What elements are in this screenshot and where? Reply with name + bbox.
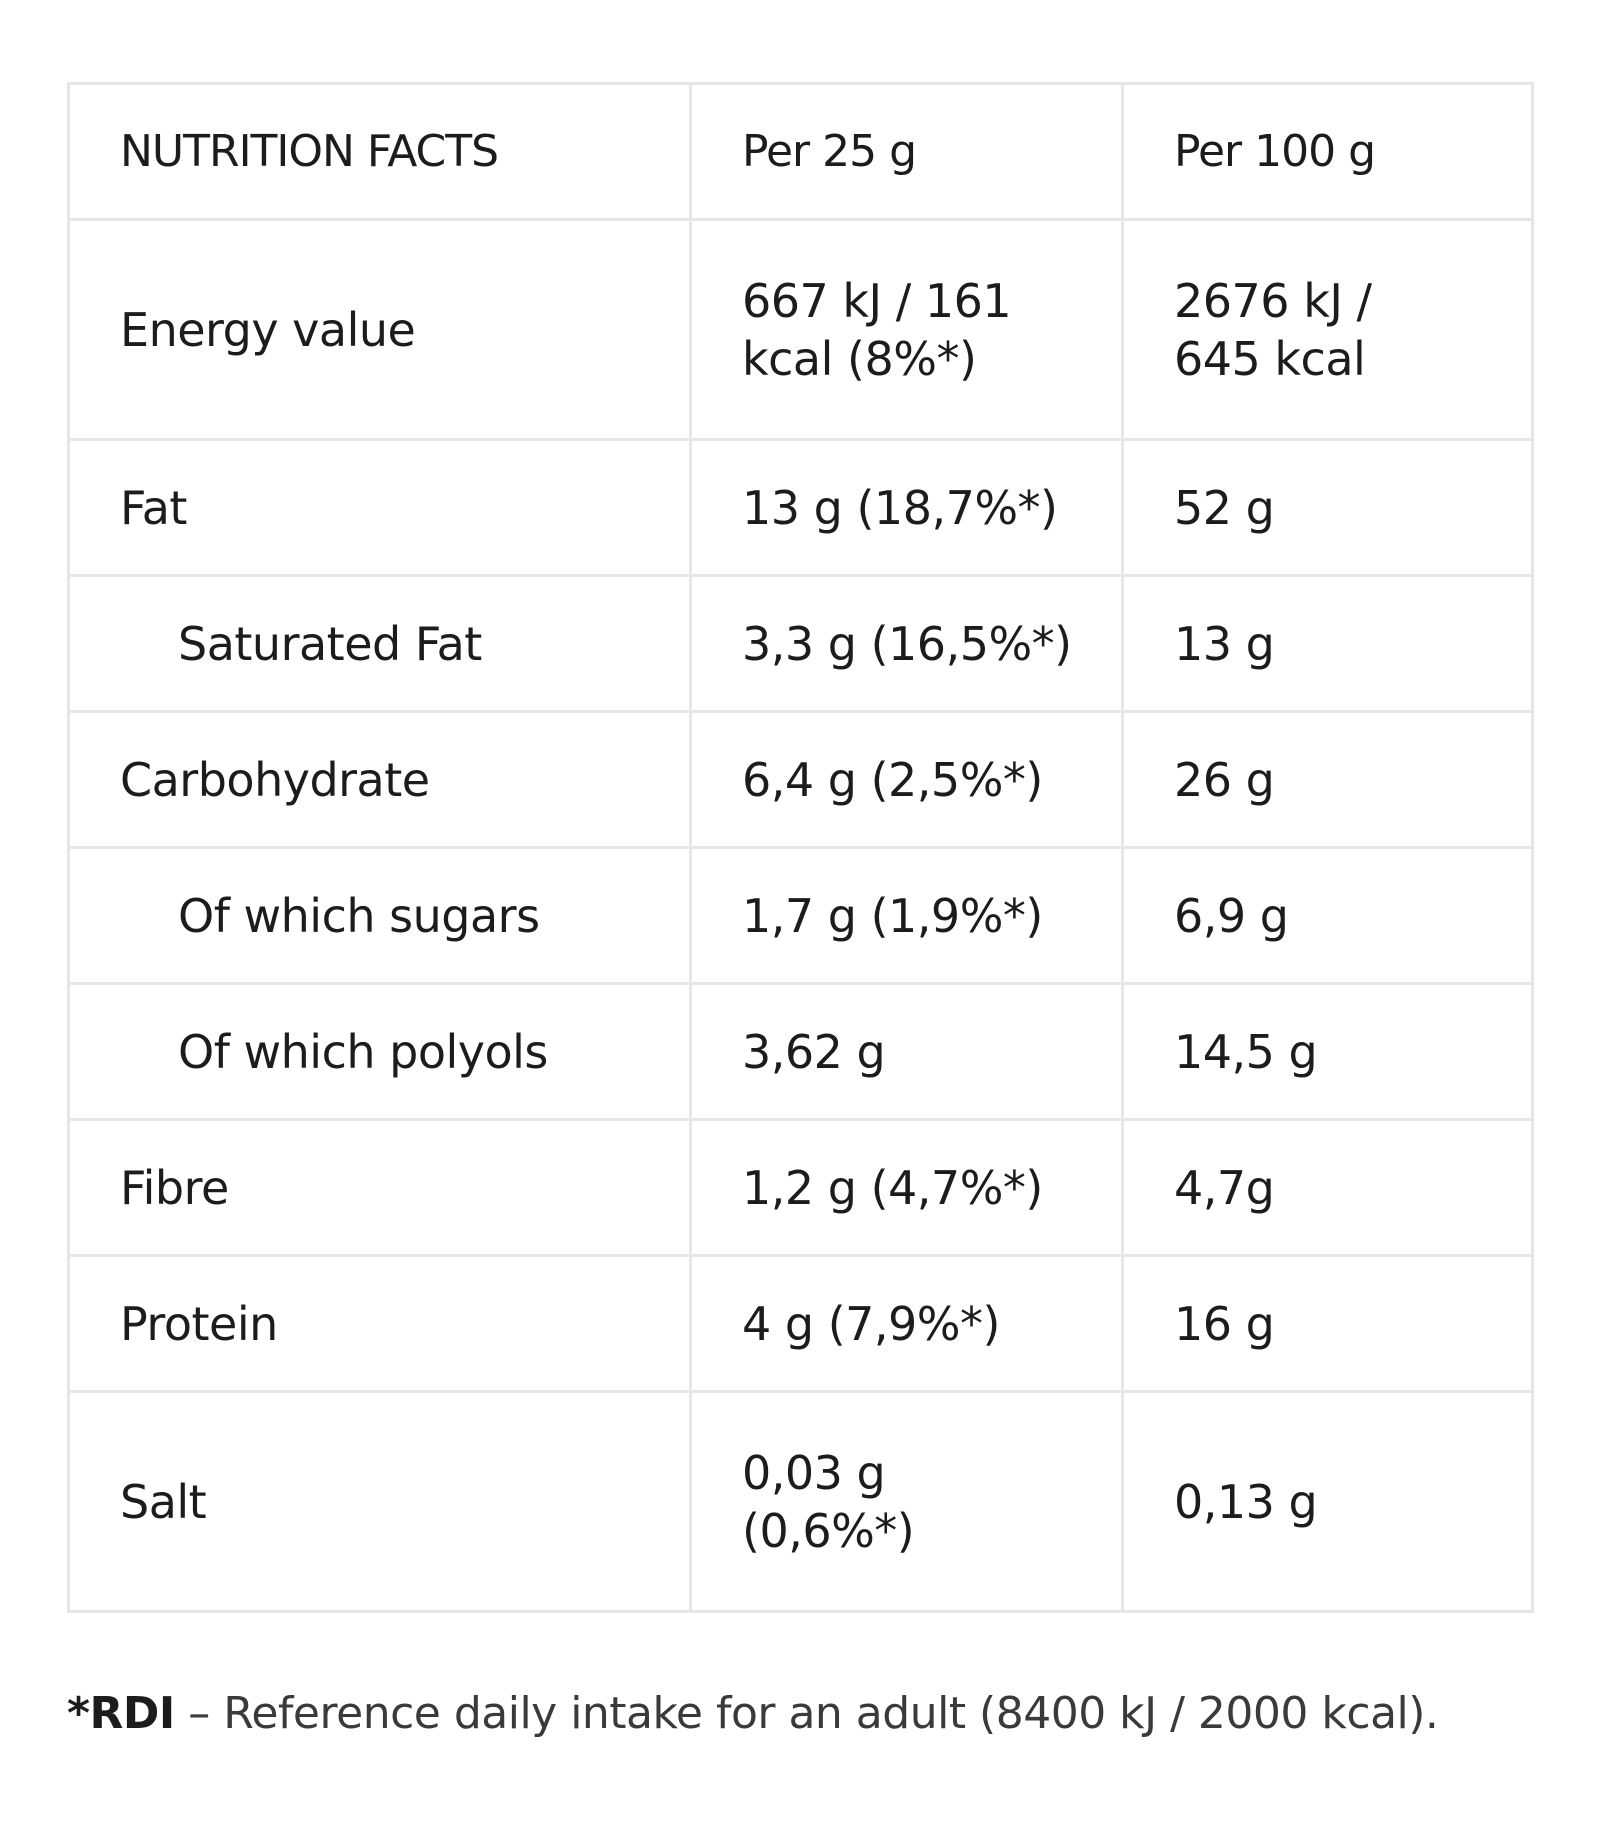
- row-per-25g: 667 kJ / 161 kcal (8%*): [689, 218, 1124, 441]
- nutrition-facts-table: NUTRITION FACTS Per 25 g Per 100 g Energ…: [67, 82, 1534, 1613]
- table-row: Salt 0,03 g (0,6%*) 0,13 g: [67, 1390, 1534, 1613]
- row-label: Fibre: [67, 1118, 692, 1257]
- row-label: Carbohydrate: [67, 710, 692, 849]
- row-per-100g: 2676 kJ / 645 kcal: [1121, 218, 1534, 441]
- rdi-footnote: *RDI – Reference daily intake for an adu…: [67, 1686, 1439, 1742]
- row-per-100g: 26 g: [1121, 710, 1534, 849]
- row-per-100g: 13 g: [1121, 574, 1534, 713]
- table-row: Carbohydrate 6,4 g (2,5%*) 26 g: [67, 710, 1534, 849]
- rdi-marker: *RDI: [67, 1688, 175, 1739]
- header-nutrition-facts: NUTRITION FACTS: [67, 82, 692, 221]
- row-per-100g: 4,7g: [1121, 1118, 1534, 1257]
- row-label: Salt: [67, 1390, 692, 1613]
- row-per-25g: 1,2 g (4,7%*): [689, 1118, 1124, 1257]
- row-per-100g: 0,13 g: [1121, 1390, 1534, 1613]
- row-per-25g: 13 g (18,7%*): [689, 438, 1124, 577]
- row-per-100g: 16 g: [1121, 1254, 1534, 1393]
- row-per-100g: 6,9 g: [1121, 846, 1534, 985]
- row-per-25g: 1,7 g (1,9%*): [689, 846, 1124, 985]
- table-row: Of which sugars 1,7 g (1,9%*) 6,9 g: [67, 846, 1534, 985]
- row-label: Energy value: [67, 218, 692, 441]
- table-header-row: NUTRITION FACTS Per 25 g Per 100 g: [67, 82, 1534, 221]
- table-row: Saturated Fat 3,3 g (16,5%*) 13 g: [67, 574, 1534, 713]
- row-label: Of which polyols: [67, 982, 692, 1121]
- row-per-100g: 52 g: [1121, 438, 1534, 577]
- row-per-25g: 6,4 g (2,5%*): [689, 710, 1124, 849]
- table-row: Energy value 667 kJ / 161 kcal (8%*) 267…: [67, 218, 1534, 441]
- row-label: Saturated Fat: [67, 574, 692, 713]
- row-per-25g: 3,62 g: [689, 982, 1124, 1121]
- header-per-25g: Per 25 g: [689, 82, 1124, 221]
- row-per-25g: 0,03 g (0,6%*): [689, 1390, 1124, 1613]
- table-row: Fat 13 g (18,7%*) 52 g: [67, 438, 1534, 577]
- row-per-25g: 4 g (7,9%*): [689, 1254, 1124, 1393]
- row-label: Protein: [67, 1254, 692, 1393]
- header-per-100g: Per 100 g: [1121, 82, 1534, 221]
- table-row: Fibre 1,2 g (4,7%*) 4,7g: [67, 1118, 1534, 1257]
- row-per-100g: 14,5 g: [1121, 982, 1534, 1121]
- table-row: Of which polyols 3,62 g 14,5 g: [67, 982, 1534, 1121]
- row-per-25g: 3,3 g (16,5%*): [689, 574, 1124, 713]
- rdi-description: – Reference daily intake for an adult (8…: [174, 1688, 1439, 1739]
- row-label: Of which sugars: [67, 846, 692, 985]
- table-row: Protein 4 g (7,9%*) 16 g: [67, 1254, 1534, 1393]
- row-label: Fat: [67, 438, 692, 577]
